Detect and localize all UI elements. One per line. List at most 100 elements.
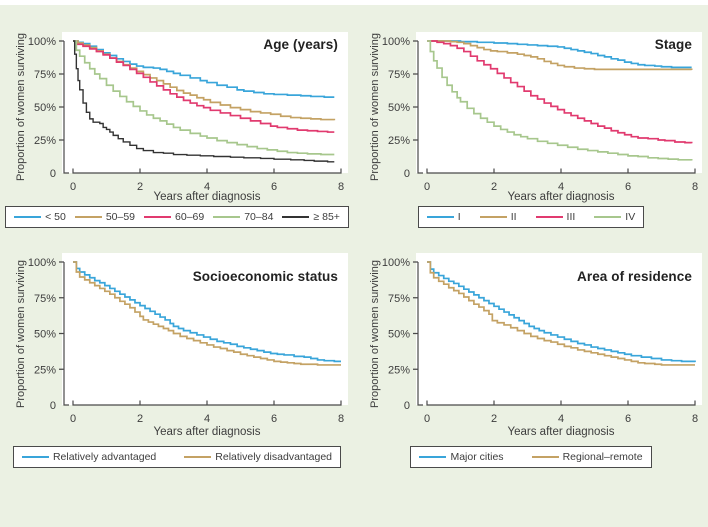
- legend-label: 70–84: [244, 211, 274, 223]
- legend-item: Relatively disadvantaged: [184, 451, 332, 463]
- socioeconomic-legend: Relatively advantaged Relatively disadvan…: [12, 446, 342, 468]
- legend-label: Regional–remote: [562, 451, 643, 463]
- x-tick-label: 6: [271, 181, 277, 193]
- legend-key-line: [535, 216, 563, 218]
- panel-title-socioeconomic: Socioeconomic status: [192, 269, 338, 284]
- x-axis-title: Years after diagnosis: [153, 191, 261, 203]
- legend-item: < 50: [14, 211, 66, 223]
- legend-key-line: [14, 216, 42, 218]
- x-axis: [72, 168, 342, 174]
- legend-key-line: [531, 456, 559, 458]
- x-tick-label: 8: [338, 413, 344, 425]
- y-tick-label: 100%: [28, 257, 56, 269]
- legend-row: < 50 50–59 60–69 70–84 ≥ 85+: [4, 206, 350, 228]
- legend-label: < 50: [45, 211, 66, 223]
- y-tick-label: 100%: [382, 36, 410, 48]
- panel-stage: 0 25% 50% 75% 100% 0 2 4 6 8 Proportion of women …: [354, 0, 708, 242]
- y-tick-label: 50%: [388, 102, 410, 114]
- legend-label: ≥ 85+: [313, 211, 340, 223]
- y-axis: [413, 40, 423, 174]
- panel-title-area: Area of residence: [577, 269, 692, 284]
- legend-label: 50–59: [105, 211, 136, 223]
- age-legend: < 50 50–59 60–69 70–84 ≥ 85+: [5, 206, 349, 228]
- y-tick-label: 25%: [388, 364, 410, 376]
- legend-item: 60–69: [144, 211, 204, 223]
- legend-item: Major cities: [419, 451, 504, 463]
- x-tick-label: 6: [625, 413, 631, 425]
- x-tick-label: 2: [137, 413, 143, 425]
- legend-key-line: [594, 216, 622, 218]
- x-axis-title: Years after diagnosis: [507, 191, 615, 203]
- x-axis: [72, 400, 342, 406]
- y-tick-label: 25%: [34, 135, 56, 147]
- age-survival-plot: 0 25% 50% 75% 100% 0 2 4 6 8: [28, 32, 348, 193]
- legend-key-line: [144, 216, 172, 218]
- series-III: [427, 40, 693, 144]
- plot-background: [416, 253, 702, 405]
- x-tick-label: 4: [558, 413, 564, 425]
- legend-label: III: [566, 211, 576, 223]
- plot-background: [62, 253, 348, 405]
- legend-label: Major cities: [450, 451, 504, 463]
- series-≥ 85+: [73, 40, 335, 163]
- top-white-strip: [0, 0, 708, 5]
- series-Regional–remote: [427, 261, 695, 366]
- y-tick-label: 25%: [34, 364, 56, 376]
- x-axis: [426, 400, 696, 406]
- panel-title-age: Age (years): [263, 37, 338, 52]
- x-tick-label: 2: [137, 181, 143, 193]
- y-tick-label: 0: [50, 400, 56, 412]
- area-legend: Major cities Regional–remote: [410, 446, 652, 468]
- y-tick-label: 75%: [388, 293, 410, 305]
- y-tick-label: 0: [50, 168, 56, 180]
- area-survival-plot: 0 25% 50% 75% 100% 0 2 4 6 8: [382, 253, 702, 425]
- legend-item: Regional–remote: [531, 451, 643, 463]
- legend-item: III: [535, 211, 576, 223]
- series-60–69: [73, 40, 335, 133]
- y-tick-label: 75%: [34, 69, 56, 81]
- plot-background: [416, 32, 702, 173]
- y-tick-label: 50%: [388, 329, 410, 341]
- x-axis: [426, 168, 696, 174]
- y-tick-label: 50%: [34, 329, 56, 341]
- stage-legend: I II III IV: [417, 206, 645, 228]
- y-axis: [59, 40, 69, 174]
- y-axis: [59, 261, 69, 406]
- legend-label: Relatively advantaged: [52, 451, 157, 463]
- legend-key-line: [426, 216, 454, 218]
- x-tick-label: 0: [70, 181, 76, 193]
- legend-key-line: [282, 216, 310, 218]
- stage-survival-plot: 0 25% 50% 75% 100% 0 2 4 6 8: [382, 32, 702, 193]
- y-tick-label: 25%: [388, 135, 410, 147]
- y-tick-label: 50%: [34, 102, 56, 114]
- series-I: [427, 40, 692, 69]
- legend-item: 70–84: [213, 211, 273, 223]
- legend-key-line: [74, 216, 102, 218]
- legend-key-line: [213, 216, 241, 218]
- series-Relatively advantaged: [73, 261, 341, 363]
- x-tick-label: 2: [491, 413, 497, 425]
- legend-label: IV: [625, 211, 636, 223]
- series-70–84: [73, 40, 335, 156]
- legend-item: IV: [594, 211, 635, 223]
- x-tick-label: 2: [491, 181, 497, 193]
- panel-area-of-residence: 0 25% 50% 75% 100% 0 2 4 6 8 Proportion of women …: [354, 242, 708, 527]
- y-tick-label: 75%: [388, 69, 410, 81]
- legend-row: Major cities Regional–remote: [358, 446, 704, 468]
- legend-label: I: [457, 211, 461, 223]
- legend-row: Relatively advantaged Relatively disadvan…: [4, 446, 350, 468]
- x-tick-label: 0: [424, 413, 430, 425]
- x-tick-label: 8: [692, 181, 698, 193]
- series-Relatively disadvantaged: [73, 261, 341, 366]
- legend-item: 50–59: [74, 211, 136, 223]
- legend-item: I: [426, 211, 461, 223]
- x-tick-label: 8: [338, 181, 344, 193]
- x-tick-label: 4: [558, 181, 564, 193]
- y-axis: [413, 261, 423, 406]
- socioeconomic-survival-plot: 0 25% 50% 75% 100% 0 2 4 6 8: [28, 253, 348, 425]
- legend-label: Relatively disadvantaged: [215, 451, 333, 463]
- y-tick-label: 100%: [382, 257, 410, 269]
- x-tick-label: 6: [271, 413, 277, 425]
